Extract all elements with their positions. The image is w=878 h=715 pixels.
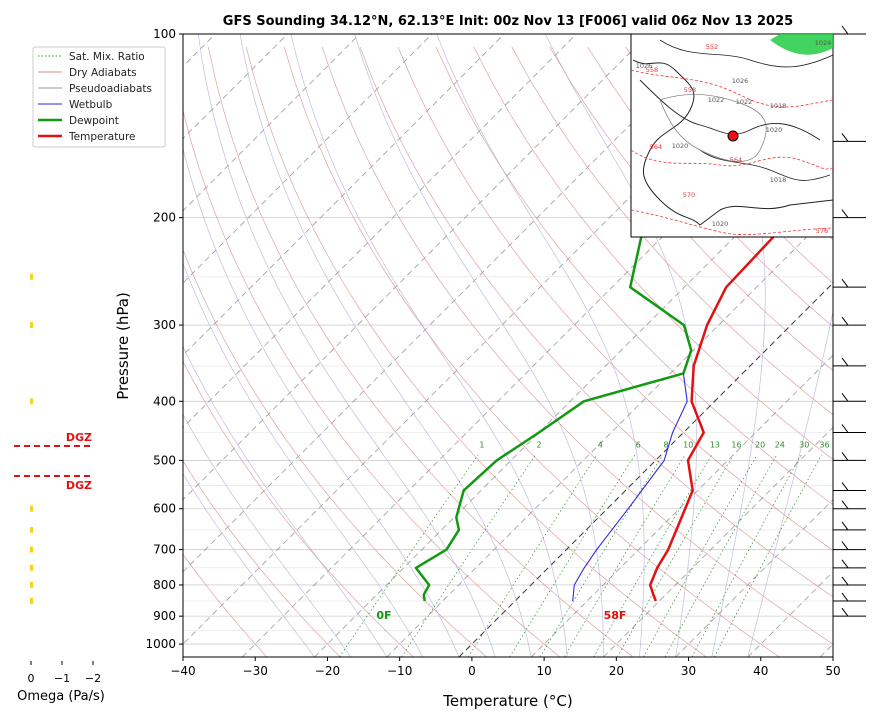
map-contour-label: 1018 — [770, 102, 787, 110]
omega-bar — [30, 274, 33, 280]
x-tick-label: −30 — [243, 664, 268, 678]
x-tick-label: −40 — [170, 664, 195, 678]
legend-label: Dewpoint — [69, 115, 119, 127]
map-contour-label: 570 — [683, 191, 695, 199]
dgz-label-bottom: DGZ — [66, 479, 92, 492]
mixing-ratio-label: 13 — [710, 441, 720, 450]
map-contour-label: 1020 — [766, 126, 783, 134]
legend-label: Sat. Mix. Ratio — [69, 51, 145, 63]
y-tick-label: 700 — [153, 543, 176, 557]
omega-bar — [30, 565, 33, 571]
map-contour-label: 1020 — [712, 220, 729, 228]
x-tick-label: 40 — [753, 664, 768, 678]
y-tick-label: 600 — [153, 502, 176, 516]
omega-bar — [30, 547, 33, 553]
y-tick-label: 200 — [153, 211, 176, 225]
y-axis-label: Pressure (hPa) — [114, 292, 132, 400]
map-contour-label: 564 — [650, 143, 662, 151]
mixing-ratio-label: 6 — [636, 441, 641, 450]
map-contour-label: 558 — [684, 86, 696, 94]
y-tick-label: 500 — [153, 453, 176, 467]
map-contour-label: 564 — [730, 156, 742, 164]
map-contour-label: 1024 — [815, 39, 832, 47]
y-tick-label: 400 — [153, 394, 176, 408]
mixing-ratio-label: 4 — [598, 441, 603, 450]
x-tick-label: 20 — [609, 664, 624, 678]
y-tick-label: 900 — [153, 609, 176, 623]
omega-bar — [30, 506, 33, 512]
mixing-ratio-label: 16 — [731, 441, 741, 450]
legend-label: Dry Adiabats — [69, 67, 137, 79]
omega-tick-label: 0 — [28, 672, 35, 685]
mixing-ratio-label: 20 — [755, 441, 765, 450]
legend-label: Wetbulb — [69, 99, 113, 111]
y-tick-label: 300 — [153, 318, 176, 332]
map-contour-label: 1020 — [672, 142, 689, 150]
map-contour-label: 576 — [816, 227, 828, 235]
x-tick-label: −10 — [387, 664, 412, 678]
omega-bar — [30, 398, 33, 404]
omega-tick-label: −2 — [85, 672, 101, 685]
x-tick-label: 10 — [536, 664, 551, 678]
mixing-ratio-label: 30 — [799, 441, 809, 450]
omega-bar — [30, 322, 33, 328]
x-tick-label: 30 — [681, 664, 696, 678]
y-tick-label: 800 — [153, 578, 176, 592]
map-contour-label: 1022 — [708, 96, 725, 104]
map-contour-label: 1026 — [732, 77, 749, 85]
x-tick-label: 50 — [825, 664, 840, 678]
map-contour-label: 558 — [646, 66, 658, 74]
y-tick-label: 100 — [153, 27, 176, 41]
map-contour-label: 1018 — [770, 176, 787, 184]
x-tick-label: −20 — [315, 664, 340, 678]
map-contour-label: 552 — [706, 43, 718, 51]
x-axis-label: Temperature (°C) — [442, 692, 572, 710]
mixing-ratio-label: 2 — [536, 441, 541, 450]
x-tick-label: 0 — [468, 664, 476, 678]
mixing-ratio-label: 36 — [819, 441, 829, 450]
surface-dewpoint-label: 0F — [376, 609, 391, 622]
omega-bar — [30, 598, 33, 604]
omega-axis-label: Omega (Pa/s) — [17, 689, 105, 704]
mixing-ratio-label: 1 — [479, 441, 484, 450]
mixing-ratio-label: 10 — [683, 441, 693, 450]
chart-title: GFS Sounding 34.12°N, 62.13°E Init: 00z … — [223, 14, 793, 29]
dgz-label-top: DGZ — [66, 431, 92, 444]
omega-tick-label: −1 — [54, 672, 70, 685]
legend-label: Pseudoadiabats — [69, 83, 152, 95]
mixing-ratio-label: 24 — [775, 441, 785, 450]
y-tick-label: 1000 — [145, 637, 176, 651]
map-contour-label: 1022 — [736, 98, 753, 106]
omega-bar — [30, 527, 33, 533]
legend-label: Temperature — [68, 131, 136, 143]
legend: Sat. Mix. Ratio Dry Adiabats Pseudoadiabat… — [33, 47, 165, 147]
omega-bar — [30, 582, 33, 588]
surface-temperature-label: 58F — [604, 609, 627, 622]
location-marker — [728, 131, 738, 141]
